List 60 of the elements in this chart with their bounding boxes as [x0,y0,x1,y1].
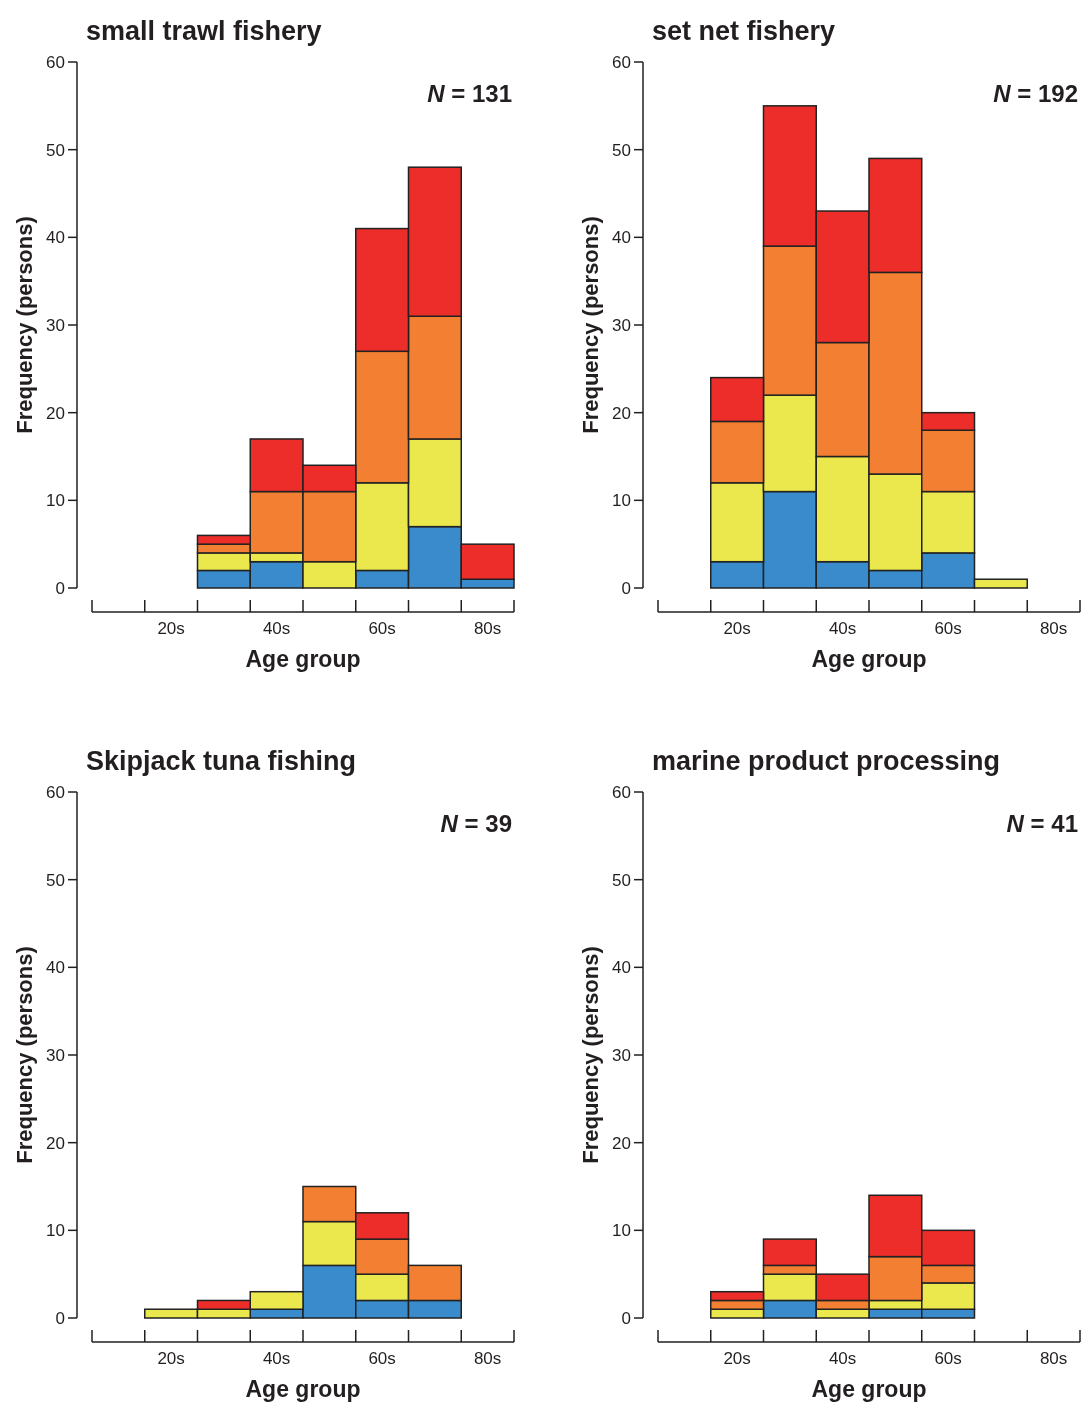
x-tick-label: 80s [473,1349,502,1368]
x-tick-label: 60s [368,1349,396,1368]
x-tick-label: 40s [828,619,857,638]
x-tick-label: 20s [157,1349,185,1368]
y-tick-label: 60 [612,52,631,72]
y-tick-label: 40 [612,228,631,248]
x-tick-label: 40s [828,1349,857,1368]
chart-title: Skipjack tuna fishing [86,746,357,776]
y-tick-label: 0 [621,1308,631,1328]
y-tick-label: 40 [612,958,631,978]
y-tick-label: 50 [612,870,631,890]
annotation: N = 192 [993,80,1078,107]
y-axis-title: Frequency (persons) [578,946,603,1164]
y-tick-label: 40 [46,958,65,978]
y-tick-label: 10 [46,1221,65,1241]
x-axis-title: Age group [811,646,927,672]
y-tick-label: 30 [612,1045,631,1065]
x-tick-label: 20s [157,619,185,638]
annotation: N = 131 [427,80,512,107]
y-tick-label: 40 [46,228,65,248]
y-tick-label: 30 [46,315,65,335]
y-tick-label: 10 [612,491,631,511]
y-tick-label: 30 [46,1045,65,1065]
x-axis-title: Age group [811,1376,927,1402]
annotation: N = 41 [1006,810,1078,837]
y-tick-label: 50 [46,140,65,160]
y-tick-label: 0 [55,1308,65,1328]
x-tick-label: 40s [262,619,291,638]
y-tick-label: 60 [612,782,631,802]
y-tick-label: 30 [612,315,631,335]
x-tick-label: 80s [473,619,502,638]
y-axis-title: Frequency (persons) [12,216,37,434]
y-tick-label: 20 [46,1133,65,1153]
y-tick-label: 0 [55,578,65,598]
x-axis-title: Age group [245,646,361,672]
chart-title: small trawl fishery [86,16,322,46]
x-tick-label: 60s [934,1349,962,1368]
x-tick-label: 20s [723,619,751,638]
x-tick-label: 80s [1039,1349,1068,1368]
annotation: N = 39 [440,810,512,837]
y-tick-label: 10 [612,1221,631,1241]
y-tick-label: 10 [46,491,65,511]
y-tick-label: 60 [46,52,65,72]
x-tick-label: 20s [723,1349,751,1368]
y-tick-label: 50 [612,140,631,160]
chart-title: marine product processing [652,746,1001,776]
x-tick-label: 60s [368,619,396,638]
x-tick-label: 40s [262,1349,291,1368]
y-axis-title: Frequency (persons) [12,946,37,1164]
y-tick-label: 20 [46,403,65,423]
y-tick-label: 20 [612,403,631,423]
x-tick-label: 60s [934,619,962,638]
y-tick-label: 50 [46,870,65,890]
chart-title: set net fishery [652,16,836,46]
y-axis-title: Frequency (persons) [578,216,603,434]
y-tick-label: 60 [46,782,65,802]
y-tick-label: 0 [621,578,631,598]
x-tick-label: 80s [1039,619,1068,638]
x-axis-title: Age group [245,1376,361,1402]
y-tick-label: 20 [612,1133,631,1153]
